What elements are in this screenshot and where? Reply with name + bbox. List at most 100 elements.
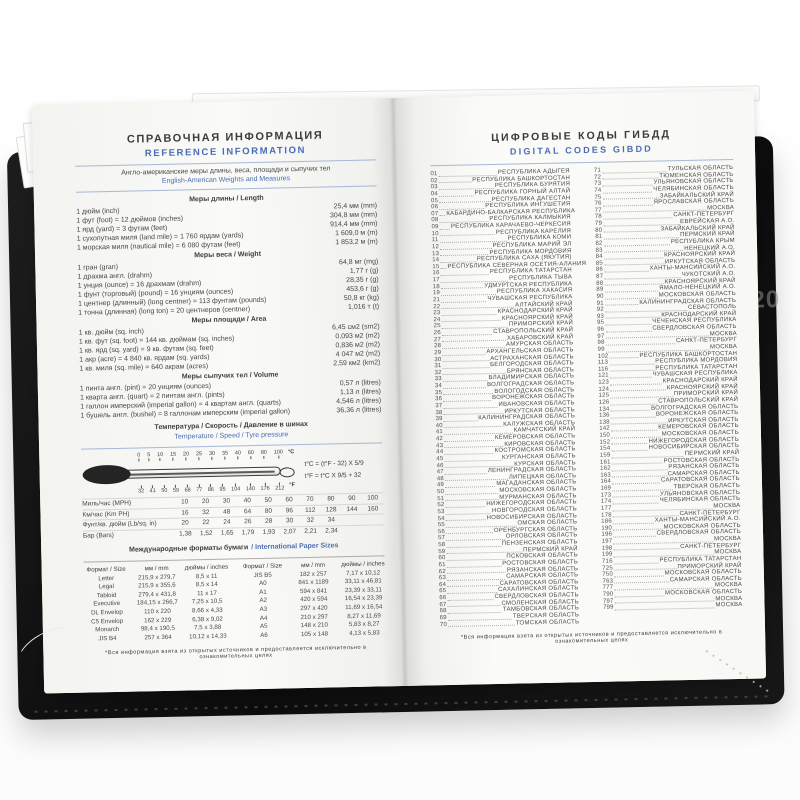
tick-mark xyxy=(277,455,279,459)
scale-tick: 20 xyxy=(183,451,189,461)
codes-column-2: 71 ТУЛЬСКАЯ ОБЛАСТЬ 72 ТЮМЕНСКАЯ ОБЛАСТЬ 73 У… xyxy=(594,165,743,625)
dotted-leader xyxy=(447,624,515,628)
speed-value: 30 xyxy=(285,517,294,525)
tick-mark xyxy=(263,455,265,459)
speed-value: 24 xyxy=(223,518,231,526)
dotted-leader xyxy=(614,607,715,611)
speed-value: 28 xyxy=(264,517,273,525)
tick-label: 77 xyxy=(196,487,203,494)
right-page-subtitle: DIGITAL CODES GIBDD xyxy=(509,143,654,157)
tick-label: 140 xyxy=(245,486,256,493)
speed-value: 144 xyxy=(346,505,358,513)
speed-value: 20 xyxy=(181,519,189,527)
scale-tick: 40 xyxy=(235,450,241,460)
tick-mark xyxy=(148,458,150,462)
scale-tick: 32 xyxy=(138,485,144,494)
scale-tick: 10 xyxy=(157,452,163,462)
tick-label: 68 xyxy=(184,487,191,494)
tick-mark xyxy=(211,456,213,460)
speed-value: 50 xyxy=(264,496,272,504)
paper-cell: 4,13 x 5,83 xyxy=(348,629,380,637)
speed-value: 2,34 xyxy=(325,526,338,535)
thermometer-graphic: 0 5 10 15 20 25 30 35 40 60 80 100 °C 32 41 50 59 68 77 8… xyxy=(81,449,297,495)
speed-value: 70 xyxy=(306,495,314,503)
speed-value: 1,38 xyxy=(178,529,192,538)
conversion-formulas: t°C = (t°F - 32) X 5/9 t°F = t°C X 9/5 +… xyxy=(296,447,383,491)
scale-tick: 100 xyxy=(274,449,283,459)
speed-value: 2,21 xyxy=(304,527,318,535)
tick-mark xyxy=(185,457,187,461)
speed-value: 80 xyxy=(264,507,273,515)
speed-value: 16 xyxy=(181,508,189,517)
paper-row: JIS B4 257 x 364 10,12 x 14,33 xyxy=(85,632,230,644)
scale-tick: 0 xyxy=(137,452,140,462)
left-page-subtitle: REFERENCE INFORMATION xyxy=(144,144,307,160)
right-page-footnote: *Вся информация взята из открытых источн… xyxy=(460,629,723,645)
fahrenheit-unit: °F xyxy=(289,482,295,489)
tick-mark xyxy=(138,458,140,462)
tick-mark xyxy=(159,458,161,462)
speed-value: 22 xyxy=(202,518,210,527)
paper-row: A6 105 x 148 4,13 x 5,83 xyxy=(241,629,386,641)
speed-value: 112 xyxy=(304,506,316,514)
speed-table: Миль/час (MPH) 10 20 30 40 50 60 70 80 90 100 Км/ча… xyxy=(82,492,384,541)
dotted-leader xyxy=(439,228,451,230)
paper-table-left: Формат / Size мм / mm дюймы / inches Letter… xyxy=(84,564,230,644)
code-number: 799 xyxy=(603,604,614,612)
scale-tick: 140 xyxy=(246,483,255,492)
tick-label: 95 xyxy=(219,486,226,493)
fahrenheit-scale: 32 41 50 59 68 77 86 95 104 140 176 212 xyxy=(138,482,285,494)
speed-value: 48 xyxy=(223,508,231,516)
speed-value: 26 xyxy=(244,518,252,526)
speed-value: 10 xyxy=(181,498,189,506)
dotted-leader xyxy=(439,215,446,217)
speed-value: 1,79 xyxy=(241,528,255,536)
scale-tick: 68 xyxy=(184,484,191,494)
scale-tick: 25 xyxy=(196,451,202,461)
paper-cell: 10,12 x 14,33 xyxy=(189,632,227,641)
thermometer-bulb xyxy=(82,464,131,485)
tick-label: 59 xyxy=(172,487,180,494)
tick-mark xyxy=(250,456,252,460)
celsius-scale: 0 5 10 15 20 25 30 35 40 60 80 100 xyxy=(137,449,283,462)
scale-tick: 5 xyxy=(147,452,150,462)
paper-cell: A6 xyxy=(260,631,268,639)
thermometer-tip xyxy=(279,467,295,478)
speed-row-label: Км/час (Km PH) xyxy=(82,510,130,519)
scale-tick: 80 xyxy=(261,450,267,459)
speed-value: 2,07 xyxy=(283,527,297,535)
speed-value: 1,65 xyxy=(220,528,234,537)
speed-value: 80 xyxy=(327,495,335,503)
measure-value: 36,36 л (litres) xyxy=(336,406,382,415)
fahrenheit-formula: t°F = t°C X 9/5 + 32 xyxy=(304,471,362,480)
scale-tick: 30 xyxy=(209,451,215,460)
dotted-leader xyxy=(440,268,447,270)
scale-tick: 50 xyxy=(161,484,167,494)
speed-value: 1,52 xyxy=(199,529,213,537)
fahrenheit-scale-row: 32 41 50 59 68 77 86 95 104 140 176 212 °F xyxy=(138,482,295,494)
scale-tick: 86 xyxy=(208,483,214,493)
left-page: СПРАВОЧНАЯ ИНФОРМАЦИЯ REFERENCE INFORMAT… xyxy=(31,98,406,694)
paper-table-right: Формат / Size мм / mm дюймы / inches JIS B5… xyxy=(240,560,386,640)
open-notebook: 20 СПРАВОЧНАЯ ИНФОРМАЦИЯ REFERENCE INFOR… xyxy=(6,85,785,721)
paper-heading-en: / International Paper Sizes xyxy=(251,542,339,552)
codes-column-1: 01 РЕСПУБЛИКА АДЫГЕЯ 02 РЕСПУБЛИКА БАШКОРТО… xyxy=(430,168,586,628)
tick-label: 176 xyxy=(260,485,270,492)
speed-row-label: Миль/час (MPH) xyxy=(82,499,132,508)
gibdd-codes-list: 01 РЕСПУБЛИКА АДЫГЕЯ 02 РЕСПУБЛИКА БАШКОРТО… xyxy=(430,165,743,628)
speed-value: 60 xyxy=(285,496,293,504)
tick-label: 104 xyxy=(231,486,241,493)
temperature-block: 0 5 10 15 20 25 30 35 40 60 80 100 °C 32 41 50 59 68 77 8… xyxy=(81,447,383,495)
region-name: МОСКВА xyxy=(715,602,743,609)
scale-tick: 41 xyxy=(150,485,156,494)
tick-label: 212 xyxy=(275,485,285,492)
speed-value: 40 xyxy=(243,497,252,505)
speed-row-label: Фунт/кв. дюйм (Lb/sq. in) xyxy=(82,520,157,529)
celsius-unit: °C xyxy=(288,449,295,456)
scale-tick: 59 xyxy=(172,484,180,494)
paper-sizes-heading: Международные форматы бумаги / Internatio… xyxy=(83,540,384,556)
scale-tick: 35 xyxy=(222,451,228,460)
scale-tick: 212 xyxy=(275,482,285,492)
speed-value: 64 xyxy=(243,507,252,515)
scale-tick: 104 xyxy=(231,483,241,493)
